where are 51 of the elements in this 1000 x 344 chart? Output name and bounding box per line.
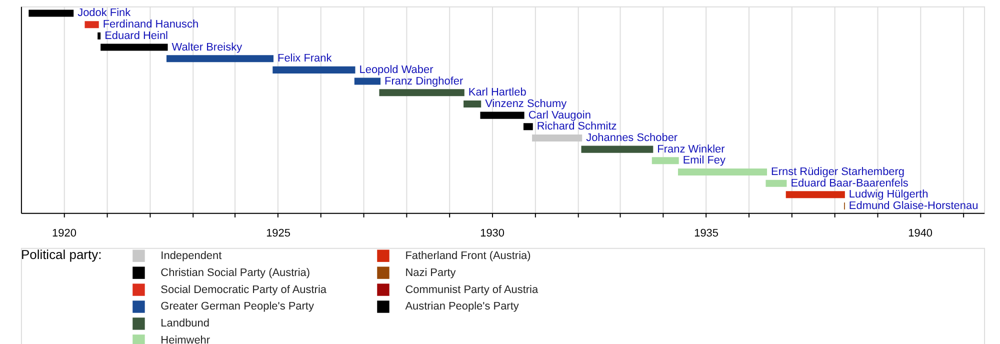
y-tick-label: Leopold Waber [359, 64, 434, 76]
y-tick-label: Walter Breisky [172, 41, 243, 54]
y-tick-label: Felix Frank [277, 52, 332, 65]
bar [354, 78, 381, 85]
y-tick-label: Johannes Schober [586, 132, 678, 144]
y-tick-label: Ernst Rüdiger Starhemberg [771, 166, 905, 178]
bar [523, 123, 533, 130]
y-tick-label: Franz Dinghofer [384, 75, 464, 88]
legend-label: Austrian People's Party [405, 300, 520, 313]
y-tick-label: Karl Hartleb [468, 86, 526, 99]
legend-label: Communist Party of Austria [405, 284, 539, 296]
y-tick-label: Jodok Fink [78, 7, 132, 20]
y-tick-label: Ferdinand Hanusch [102, 18, 199, 31]
x-tick-label: 1925 [266, 227, 290, 240]
legend-title: Political party: [20, 246, 102, 262]
legend-label: Greater German People's Party [160, 300, 314, 313]
bar [532, 134, 582, 142]
bar [100, 44, 168, 51]
y-tick-label: Vinzenz Schumy [485, 98, 568, 110]
y-tick-label: Franz Winkler [657, 143, 726, 156]
bar [480, 112, 524, 119]
y-tick-label: Eduard Heinl [104, 30, 168, 42]
bar [84, 21, 99, 28]
y-tick-label: Richard Schmitz [536, 120, 617, 133]
bar [28, 10, 74, 17]
bar [766, 180, 787, 187]
y-tick-label: Ludwig Hülgerth [848, 188, 928, 201]
legend-label: Heimwehr [160, 334, 210, 344]
legend-label: Nazi Party [405, 266, 456, 279]
y-tick-label: Carl Vaugoin [528, 109, 591, 122]
legend-label: Social Democratic Party of Austria [160, 284, 328, 296]
bar [272, 66, 356, 74]
x-tick-label: 1940 [908, 227, 933, 240]
bar [786, 191, 845, 198]
bar [581, 146, 654, 153]
bar [678, 168, 768, 176]
x-tick-label: 1935 [694, 227, 719, 240]
y-tick-label: Eduard Baar-Baarenfels [790, 177, 909, 190]
bar [652, 157, 679, 164]
x-tick-label: 1930 [480, 227, 504, 240]
bar [98, 32, 101, 40]
bar [379, 89, 464, 96]
legend-label: Fatherland Front (Austria) [405, 250, 531, 262]
legend-label: Independent [160, 250, 222, 262]
x-tick-label: 1920 [52, 227, 76, 240]
bar [166, 55, 274, 62]
legend-label: Christian Social Party (Austria) [160, 266, 310, 279]
legend-label: Landbund [160, 318, 210, 330]
y-tick-label: Edmund Glaise-Horstenau [848, 200, 978, 212]
y-tick-label: Emil Fey [682, 154, 726, 167]
bar [464, 100, 482, 108]
